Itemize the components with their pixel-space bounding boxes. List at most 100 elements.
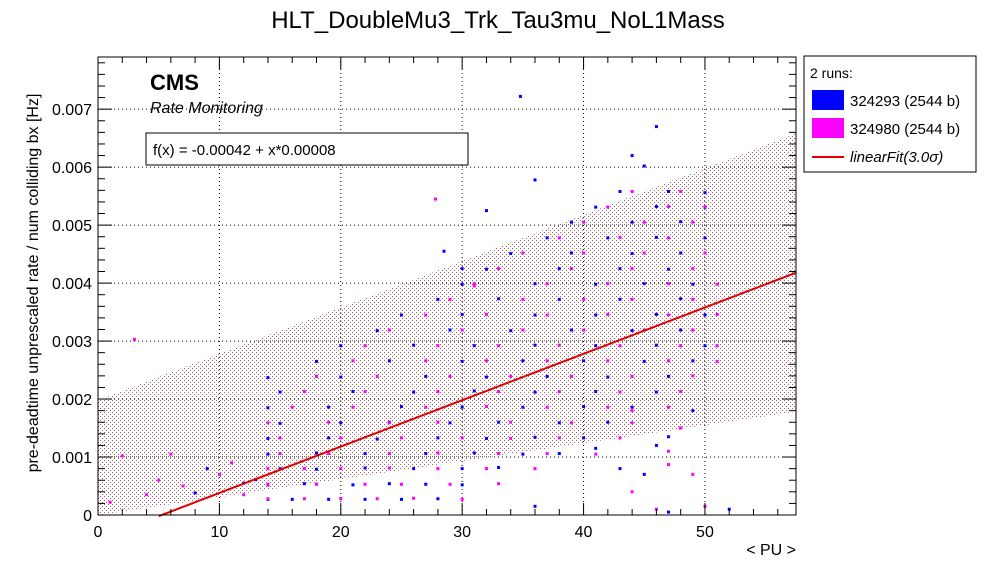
data-point-series-0 xyxy=(618,297,622,301)
data-point-series-0 xyxy=(557,297,561,301)
data-point-series-1 xyxy=(169,452,173,456)
data-point-series-1 xyxy=(436,390,440,394)
x-axis-label: < PU > xyxy=(746,542,796,559)
data-point-series-0 xyxy=(205,467,209,471)
data-point-series-1 xyxy=(582,251,586,255)
data-point-series-0 xyxy=(679,297,683,301)
data-point-series-0 xyxy=(557,452,561,456)
data-point-series-0 xyxy=(642,359,646,363)
data-point-series-1 xyxy=(715,359,719,363)
data-point-series-0 xyxy=(424,452,428,456)
data-point-series-0 xyxy=(266,376,270,380)
data-point-series-1 xyxy=(327,452,331,456)
points-group xyxy=(108,94,731,514)
data-point-series-0 xyxy=(448,328,452,332)
data-point-series-1 xyxy=(594,452,598,456)
x-tick-label: 50 xyxy=(696,524,714,541)
data-point-series-0 xyxy=(667,374,671,378)
data-point-series-1 xyxy=(278,452,282,456)
data-point-series-0 xyxy=(497,297,501,301)
data-point-series-1 xyxy=(618,390,622,394)
data-point-series-1 xyxy=(339,497,343,501)
y-tick-label: 0 xyxy=(83,508,92,525)
data-point-series-0 xyxy=(545,374,549,378)
data-point-series-1 xyxy=(569,374,573,378)
data-point-series-0 xyxy=(412,467,416,471)
data-point-series-0 xyxy=(545,236,549,240)
data-point-series-1 xyxy=(460,328,464,332)
legend-swatch-run-324980 xyxy=(812,118,844,138)
x-tick-label: 0 xyxy=(94,524,103,541)
fit-sigma-band xyxy=(98,133,796,515)
data-point-series-1 xyxy=(497,390,501,394)
data-point-series-1 xyxy=(521,328,525,332)
data-point-series-0 xyxy=(460,312,464,316)
data-point-series-1 xyxy=(433,197,437,201)
data-point-series-0 xyxy=(327,497,331,501)
data-point-series-0 xyxy=(606,236,610,240)
data-point-series-1 xyxy=(557,436,561,440)
data-point-series-0 xyxy=(327,436,331,440)
data-point-series-0 xyxy=(533,435,537,439)
data-point-series-1 xyxy=(691,374,695,378)
data-point-series-1 xyxy=(606,359,610,363)
data-point-series-1 xyxy=(509,436,513,440)
data-point-series-0 xyxy=(630,220,634,224)
data-point-series-0 xyxy=(679,220,683,224)
data-point-series-0 xyxy=(654,343,658,347)
data-point-series-0 xyxy=(630,329,634,333)
data-point-series-1 xyxy=(339,467,343,471)
data-point-series-1 xyxy=(667,313,671,317)
y-tick-label: 0.007 xyxy=(52,102,92,119)
data-point-series-1 xyxy=(387,452,391,456)
data-point-series-1 xyxy=(715,344,719,348)
data-point-series-1 xyxy=(667,236,671,240)
legend-box xyxy=(803,55,977,173)
fit-formula-text: f(x) = -0.00042 + x*0.00008 xyxy=(153,142,336,159)
data-point-series-1 xyxy=(545,313,549,317)
data-point-series-1 xyxy=(120,454,124,458)
data-point-series-0 xyxy=(630,405,634,409)
data-point-series-0 xyxy=(691,359,695,363)
data-point-series-1 xyxy=(497,267,501,271)
y-tick-label: 0.003 xyxy=(52,334,92,351)
cms-brand: CMS xyxy=(150,70,199,95)
data-point-series-1 xyxy=(327,420,331,424)
rate-monitoring-subtitle: Rate Monitoring xyxy=(150,100,263,117)
data-point-series-1 xyxy=(181,484,185,488)
data-point-series-0 xyxy=(594,313,598,317)
data-point-series-0 xyxy=(460,359,464,363)
data-point-series-0 xyxy=(278,421,282,425)
data-point-series-1 xyxy=(569,421,573,425)
data-point-series-0 xyxy=(436,436,440,440)
x-tick-label: 40 xyxy=(575,524,593,541)
data-point-series-1 xyxy=(217,472,221,476)
data-point-series-1 xyxy=(266,497,270,501)
data-point-series-0 xyxy=(375,437,379,441)
legend-header: 2 runs: xyxy=(810,65,853,81)
data-point-series-0 xyxy=(654,443,658,447)
data-point-series-0 xyxy=(460,405,464,409)
data-point-series-1 xyxy=(132,337,136,341)
data-point-series-0 xyxy=(569,220,573,224)
fit-line-group xyxy=(158,271,797,518)
data-point-series-0 xyxy=(424,374,428,378)
data-point-series-1 xyxy=(667,205,671,209)
data-point-series-0 xyxy=(497,465,501,469)
data-point-series-1 xyxy=(630,374,634,378)
data-point-series-0 xyxy=(582,405,586,409)
data-point-series-0 xyxy=(533,504,537,508)
data-point-series-1 xyxy=(436,451,440,455)
data-point-series-0 xyxy=(363,452,367,456)
data-point-series-0 xyxy=(642,472,646,476)
data-point-series-1 xyxy=(545,359,549,363)
data-point-series-1 xyxy=(363,390,367,394)
data-point-series-0 xyxy=(339,344,343,348)
data-point-series-0 xyxy=(375,329,379,333)
data-point-series-1 xyxy=(679,426,683,430)
data-point-series-0 xyxy=(387,359,391,363)
data-point-series-1 xyxy=(387,328,391,332)
data-point-series-0 xyxy=(302,482,306,486)
data-point-series-1 xyxy=(399,436,403,440)
